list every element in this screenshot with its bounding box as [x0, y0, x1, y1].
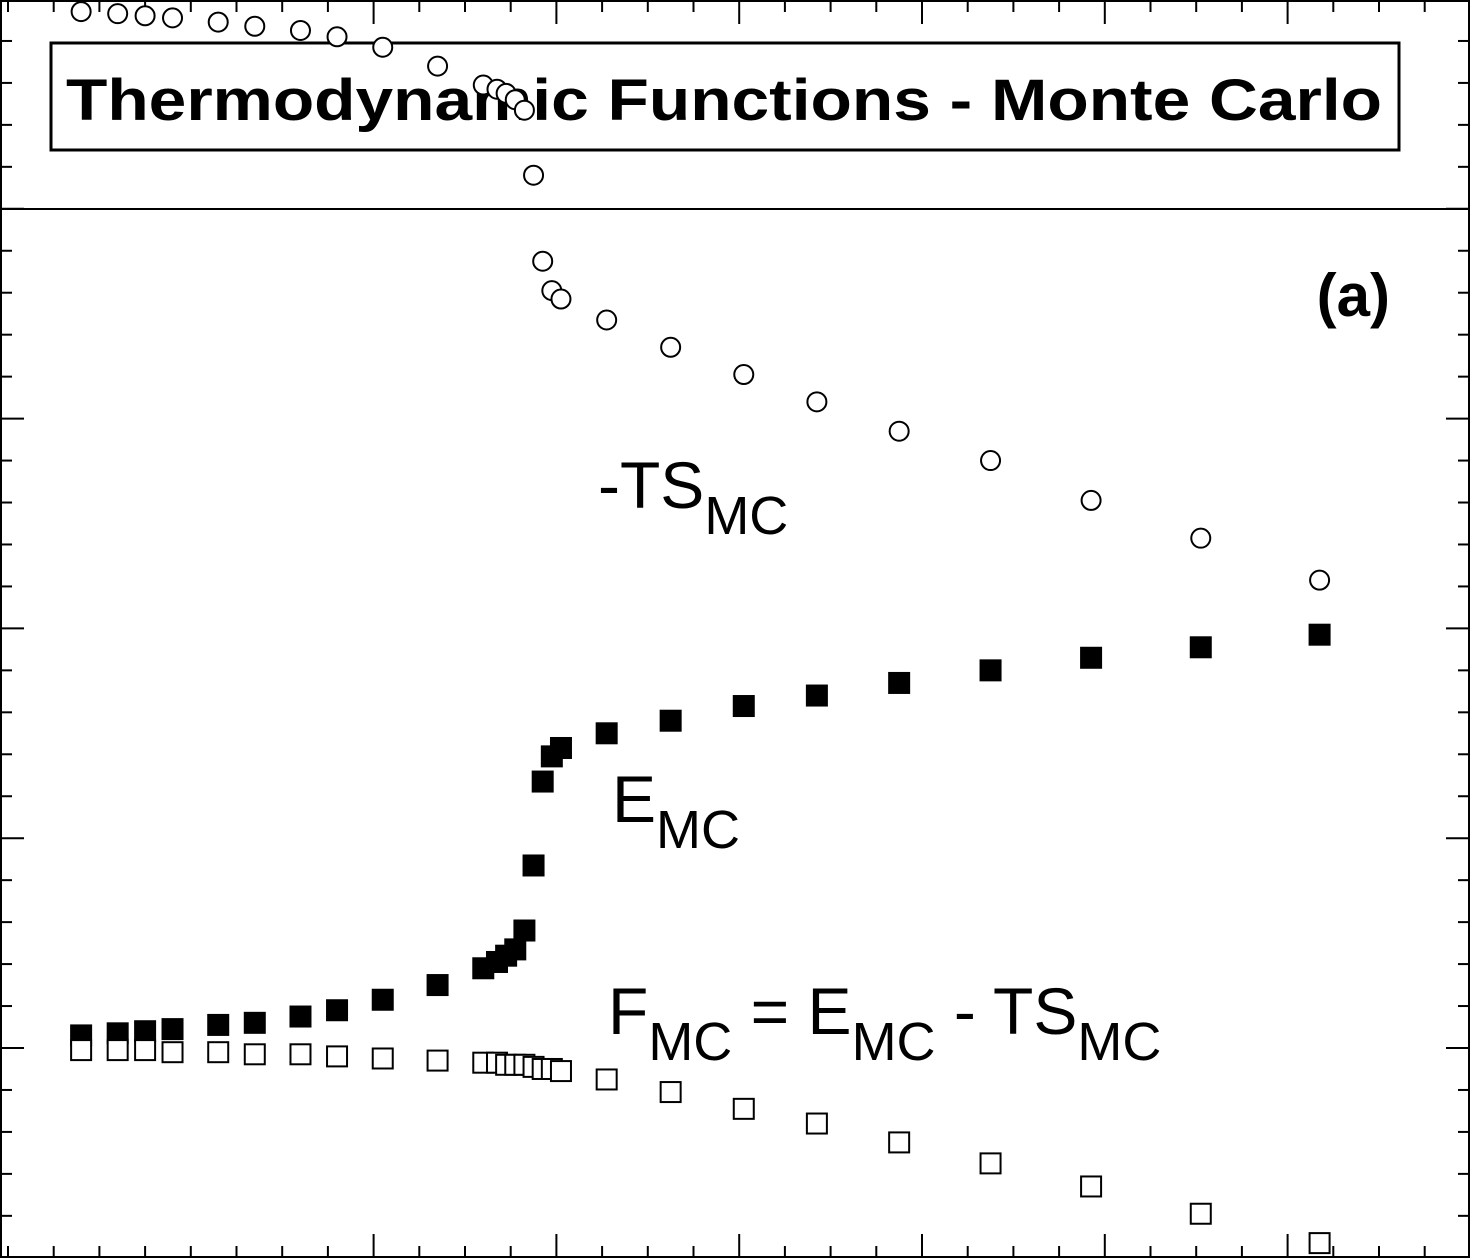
point-f-e-ts — [979, 1152, 1002, 1175]
point-e — [549, 736, 572, 759]
point-e — [243, 1011, 266, 1034]
point-ts — [1190, 527, 1212, 549]
chart-title: Thermodynamic Functions - Monte Carlo — [66, 68, 1382, 133]
point-ts — [1080, 489, 1102, 511]
point-e — [161, 1018, 184, 1041]
title-border — [49, 41, 1401, 152]
point-ts — [289, 19, 311, 41]
point-ts — [596, 309, 618, 331]
point-ts — [888, 420, 910, 442]
point-ts — [427, 55, 449, 77]
label-f-ts-sub: MC — [1077, 1012, 1161, 1072]
point-f-e-ts — [549, 1060, 572, 1083]
point-ts — [550, 288, 572, 310]
point-e — [134, 1020, 157, 1043]
point-f-e-ts — [70, 1039, 93, 1062]
point-f-e-ts — [659, 1081, 682, 1104]
point-ts — [326, 26, 348, 48]
point-ts — [70, 1, 92, 23]
label-f-equals-e: = E — [732, 974, 851, 1048]
point-e — [732, 695, 755, 718]
point-f-e-ts — [134, 1039, 157, 1062]
point-e — [289, 1005, 312, 1028]
point-f-e-ts — [1189, 1202, 1212, 1225]
point-f-e-ts — [371, 1047, 394, 1070]
point-f-e-ts — [888, 1131, 911, 1154]
point-ts — [134, 5, 156, 27]
point-f-e-ts — [595, 1068, 618, 1091]
point-f-e-ts — [207, 1041, 230, 1064]
point-e — [979, 659, 1002, 682]
panel-label: (a) — [1317, 262, 1390, 329]
point-e — [1308, 623, 1331, 646]
point-e — [522, 854, 545, 877]
point-ts — [733, 364, 755, 386]
label-minus-ts-main: -TS — [598, 448, 704, 522]
label-f-minus-ts: - TS — [936, 974, 1078, 1048]
point-ts — [244, 15, 266, 37]
title-box: Thermodynamic Functions - Monte Carlo — [49, 41, 1401, 152]
point-e — [371, 988, 394, 1011]
data-markers — [70, 1, 1331, 1255]
label-minus-ts-sub: MC — [704, 486, 788, 546]
point-ts — [372, 36, 394, 58]
point-ts — [513, 99, 535, 121]
point-e — [659, 709, 682, 732]
point-e — [595, 722, 618, 745]
point-e — [207, 1013, 230, 1036]
point-e — [326, 999, 349, 1022]
point-e — [1080, 646, 1103, 669]
point-e — [504, 938, 527, 961]
label-minus-ts: -TSMC — [598, 448, 788, 546]
point-e — [106, 1022, 129, 1045]
point-ts — [1309, 569, 1331, 591]
point-e — [531, 770, 554, 793]
point-e — [1189, 636, 1212, 659]
label-f-sub: MC — [648, 1012, 732, 1072]
point-ts — [660, 336, 682, 358]
point-ts — [523, 164, 545, 186]
point-f-e-ts — [326, 1045, 349, 1068]
point-e — [888, 671, 911, 694]
point-e — [805, 684, 828, 707]
label-e-main: E — [612, 762, 656, 836]
label-f-main: F — [608, 974, 648, 1048]
point-f-e-ts — [805, 1112, 828, 1135]
label-e: EMC — [612, 762, 740, 860]
point-f-e-ts — [106, 1039, 129, 1062]
point-e — [426, 974, 449, 997]
point-f-e-ts — [426, 1049, 449, 1072]
label-f: FMC = EMC - TSMC — [608, 974, 1161, 1072]
point-ts — [107, 3, 129, 25]
point-f-e-ts — [289, 1043, 312, 1066]
point-f-e-ts — [732, 1097, 755, 1120]
point-ts — [162, 7, 184, 29]
point-f-e-ts — [243, 1043, 266, 1066]
point-e — [513, 919, 536, 942]
point-ts — [806, 391, 828, 413]
point-f-e-ts — [1308, 1232, 1331, 1255]
point-ts — [532, 250, 554, 272]
point-ts — [980, 450, 1002, 472]
label-e-sub: MC — [656, 800, 740, 860]
label-f-e-sub: MC — [852, 1012, 936, 1072]
point-f-e-ts — [1080, 1175, 1103, 1198]
point-ts — [207, 11, 229, 33]
point-f-e-ts — [161, 1041, 184, 1064]
